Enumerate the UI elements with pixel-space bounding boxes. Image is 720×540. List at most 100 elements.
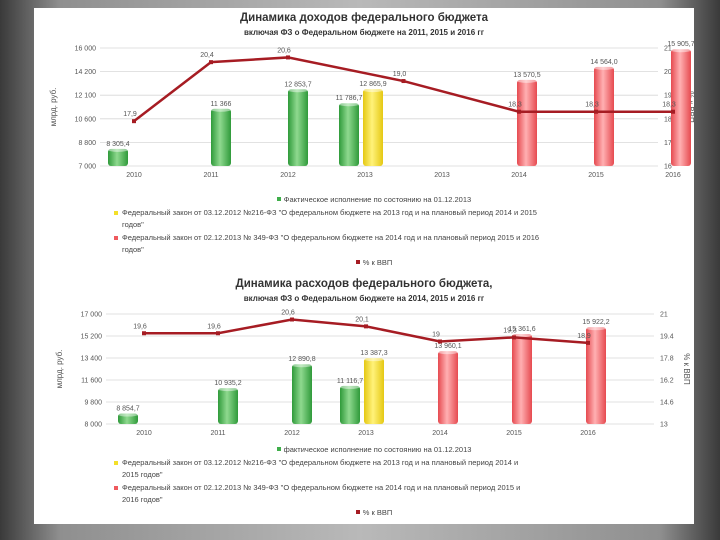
legend-label: Федеральный закон от 02.12.2013 № 349-ФЗ… [122,232,540,242]
line-point [401,79,406,84]
chart-legend: фактическое исполнение по состоянию на 0… [114,444,634,519]
x-tick-label: 2011 [203,172,218,179]
line-point [512,335,516,340]
revenue-chart-plot: 16 000 21 14 200 20 12 100 19 10 600 18 8 800 17 7… [49,41,695,179]
legend-label: фактическое исполнение по состоянию на 0… [283,445,472,454]
line-point [586,340,590,345]
bar-cap [339,102,359,107]
bar [671,49,691,167]
chart-title: Динамика доходов федерального бюджета [239,12,489,24]
line-label: 19,6 [133,323,147,330]
bar-label: 11 786,7 [336,95,363,102]
y-tick-label: 15 200 [81,334,103,341]
bar-label: 15 922,2 [582,319,609,326]
line-label: 20,1 [355,316,369,323]
bar-cap [118,412,138,417]
bar-label: 15 361,6 [508,326,535,333]
bar [340,385,360,424]
legend-item: 2015 годов" [114,469,634,482]
bar-label: 8 854,7 [116,406,139,413]
legend-label: годов" [122,220,144,229]
legend-label: % к ВВП [362,257,393,267]
legend-item: Федеральный закон от 03.12.2012 №216-ФЗ … [114,457,634,470]
y-axis-label: млрд. руб. [55,350,64,389]
bar [118,413,138,424]
legend-item: 2016 годов" [114,494,634,507]
bar [288,89,308,166]
legend-item: Федеральный закон от 03.12.2012 №216-ФЗ … [114,207,634,220]
y-tick-label: 17 000 [81,312,103,319]
line-label: 19,3 [503,327,517,334]
legend-item: Фактическое исполнение по состоянию на 0… [114,194,634,207]
bar [339,103,359,166]
legend-label: годов" [122,245,144,254]
legend-item: годов" [114,219,634,232]
x-tick-label: 2013 [358,430,374,437]
bar-label: 10 935,2 [214,380,241,387]
legend-line-swatch [355,259,360,264]
line-point [142,331,146,336]
bar [438,351,458,424]
x-tick-label: 2015 [588,172,604,179]
line-label: 20,6 [281,310,295,317]
x-tick-label: 2016 [580,430,596,437]
x-tick-label: 2010 [136,430,152,437]
bar-label: 13 960,1 [434,343,461,350]
legend-label: % к ВВП [362,507,393,517]
legend-item: % к ВВП [114,507,634,520]
line-point [132,119,136,124]
line-point [209,60,213,65]
expenditure-chart-panel: Динамика расходов федерального бюджета, … [34,276,694,524]
legend-label: Федеральный закон от 02.12.2013 № 349-ФЗ… [122,482,521,492]
y-tick-label: 11 600 [81,378,102,385]
bar-label: 11 366 [211,101,232,108]
y2-tick-label: 16 [664,164,672,171]
bar-cap [671,48,691,53]
bar [108,148,128,166]
bar-label: 8 305,4 [106,141,129,148]
y2-tick-label: 21 [660,312,668,319]
bar-cap [363,88,383,93]
bar-cap [438,350,458,355]
x-tick-label: 2013 [357,172,373,179]
y-tick-label: 7 000 [78,164,96,171]
bar-cap [340,384,360,389]
y2-tick-label: 17.8 [660,356,674,363]
line-point [594,109,598,114]
chart-subtitle: включая ФЗ о Федеральном бюджете на 2011… [243,28,485,37]
legend-item: % к ВВП [114,257,634,270]
legend-swatch [114,485,118,490]
line-label: 19,0 [393,71,407,78]
expenditure-chart-plot: 17 000 21 15 200 19.4 13 400 17.8 11 600 16.2 9 … [55,310,691,438]
bar-label: 14 564,0 [590,59,617,66]
x-tick-label: 2012 [280,172,296,179]
legend-item: фактическое исполнение по состоянию на 0… [114,444,634,457]
y-tick-label: 8 800 [78,140,96,147]
y2-tick-label: 14.6 [660,400,674,407]
x-tick-label: 2010 [126,172,142,179]
legend-item: годов" [114,244,634,257]
y-axis-label: млрд. руб. [49,88,58,127]
line-point [438,339,442,344]
line-point [364,324,368,329]
line-point [286,55,290,60]
line-point [290,317,294,322]
bar-cap [586,326,606,331]
bar [594,66,614,166]
bar-label: 13 387,3 [360,350,387,357]
x-tick-label: 2011 [210,430,225,437]
bar [363,89,383,166]
bar-label: 15 905,7 [667,41,694,48]
chart-title: Динамика расходов федерального бюджета, [235,278,493,290]
bar-cap [288,88,308,93]
y-tick-label: 14 200 [75,69,97,76]
y2-tick-label: 16.2 [660,378,674,385]
y-tick-label: 9 800 [84,400,102,407]
y-tick-label: 12 100 [75,93,97,100]
legend-label: Фактическое исполнение по состоянию на 0… [283,195,472,204]
y2-tick-label: 13 [660,422,668,429]
x-tick-label: 2014 [511,172,527,179]
bar-label: 11 116,7 [337,378,363,385]
bar [517,79,537,166]
bar [218,388,238,424]
